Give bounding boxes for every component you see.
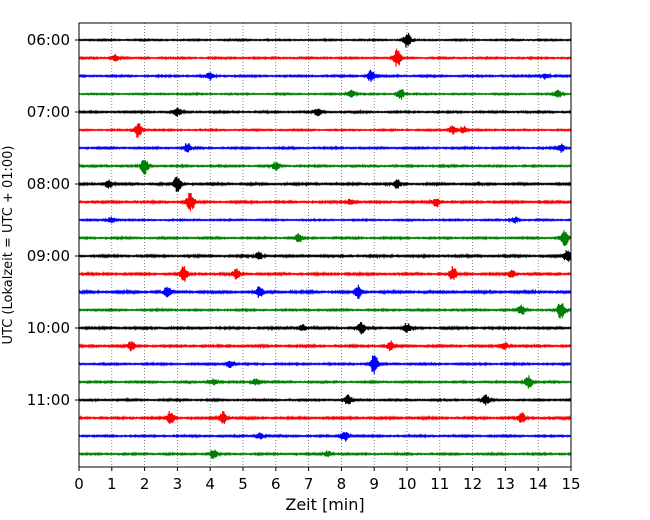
- x-axis-ticks: 0 1 2 3 4 5 6 7 8 9 10 11 12 13 14 15: [74, 467, 581, 493]
- x-tick-label-13: 13: [496, 475, 515, 493]
- x-tick-label-0: 0: [74, 475, 84, 493]
- trace-1115: [78, 410, 572, 425]
- trace-1030: [78, 355, 572, 375]
- trace-0615: [78, 48, 572, 67]
- trace-1145: [78, 449, 572, 459]
- x-tick-label-4: 4: [205, 475, 215, 493]
- x-tick-label-1: 1: [107, 475, 117, 493]
- x-tick-label-8: 8: [337, 475, 347, 493]
- grid-lines: [111, 23, 539, 467]
- y-axis-ticks: 06:00 07:00 08:00 09:00 10:00 11:00: [27, 31, 79, 409]
- x-tick-label-9: 9: [369, 475, 379, 493]
- x-tick-label-7: 7: [304, 475, 314, 493]
- x-tick-label-2: 2: [140, 475, 150, 493]
- trace-0915: [78, 266, 572, 282]
- seismogram-traces: [78, 32, 572, 459]
- y-tick-label-0600: 06:00: [27, 31, 70, 49]
- y-tick-label-0700: 07:00: [27, 103, 70, 121]
- x-tick-label-6: 6: [271, 475, 281, 493]
- y-tick-label-1000: 10:00: [27, 319, 70, 337]
- x-tick-label-3: 3: [173, 475, 183, 493]
- trace-1045: [78, 375, 572, 389]
- trace-0730: [78, 142, 572, 153]
- trace-0800: [78, 176, 572, 192]
- trace-0745: [78, 160, 572, 175]
- y-tick-label-1100: 11:00: [27, 391, 70, 409]
- trace-0815: [78, 192, 572, 212]
- trace-0645: [78, 89, 572, 100]
- trace-0900: [78, 250, 572, 262]
- trace-0600: [78, 32, 572, 48]
- x-tick-label-12: 12: [463, 475, 482, 493]
- trace-0845: [78, 230, 572, 247]
- trace-1100: [78, 394, 572, 406]
- y-tick-label-0900: 09:00: [27, 247, 70, 265]
- trace-1015: [78, 340, 572, 352]
- trace-1000: [78, 322, 572, 335]
- trace-1130: [78, 431, 572, 442]
- trace-0700: [78, 107, 572, 117]
- trace-0630: [78, 69, 572, 82]
- trace-0930: [78, 284, 572, 299]
- x-tick-label-10: 10: [397, 475, 416, 493]
- x-tick-label-5: 5: [238, 475, 248, 493]
- plot-frame: [78, 22, 572, 468]
- x-tick-label-14: 14: [529, 475, 548, 493]
- x-tick-label-15: 15: [561, 475, 580, 493]
- y-axis-label: UTC (Lokalzeit = UTC + 01:00): [1, 146, 16, 345]
- trace-0715: [78, 123, 572, 138]
- x-tick-label-11: 11: [430, 475, 449, 493]
- trace-0830: [78, 216, 572, 224]
- trace-0945: [78, 303, 572, 319]
- y-tick-label-0800: 08:00: [27, 175, 70, 193]
- x-axis-label: Zeit [min]: [285, 495, 364, 514]
